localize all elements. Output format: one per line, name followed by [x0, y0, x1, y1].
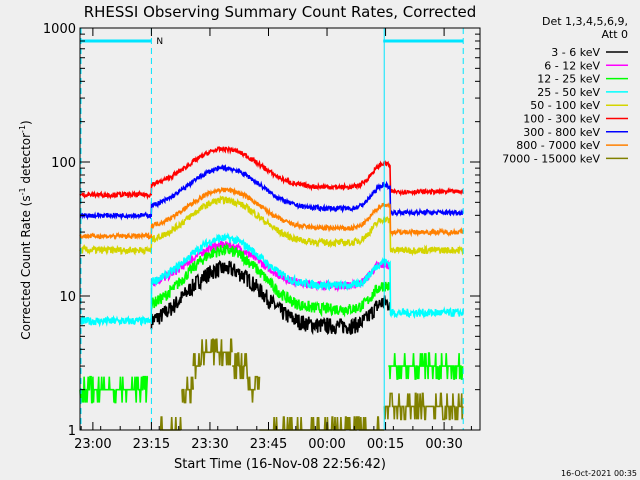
plot-frame [79, 27, 481, 431]
chart-title: RHESSI Observing Summary Count Rates, Co… [84, 3, 477, 21]
series-line-4 [79, 194, 464, 257]
x-tick-label: 23:15 [133, 437, 170, 452]
series-line-2 [150, 242, 391, 318]
legend-label: 7000 - 15000 keV [502, 152, 600, 165]
legend-label: 100 - 300 keV [523, 113, 600, 126]
y-axis-label: Corrected Count Rate (s-1 detector-1) [18, 120, 33, 339]
legend-header-line1: Det 1,3,4,5,6,9, [542, 15, 628, 28]
series-line-6 [79, 164, 464, 221]
legend-header-line2: Att 0 [602, 28, 628, 41]
night-marker-label: N [156, 37, 163, 47]
y-tick-label: 1000 [43, 22, 76, 37]
legend-label: 300 - 800 keV [523, 126, 600, 139]
series-line-9 [79, 352, 464, 404]
x-tick-label: 00:30 [425, 437, 462, 452]
night-markers: N [80, 28, 464, 430]
y-tick-label: 100 [51, 156, 76, 171]
x-tick-label: 23:30 [191, 437, 228, 452]
series-line-5 [79, 145, 464, 200]
x-axis-label: Start Time (16-Nov-08 22:56:42) [174, 457, 386, 472]
x-tick-label: 23:00 [74, 437, 111, 452]
legend-label: 6 - 12 keV [544, 59, 600, 72]
legend-label: 12 - 25 keV [537, 73, 600, 86]
series-line-3 [79, 232, 464, 328]
x-tick-label: 23:45 [250, 437, 287, 452]
legend-label: 25 - 50 keV [537, 86, 600, 99]
timestamp: 16-Oct-2021 00:35 [561, 469, 637, 478]
x-tick-label: 00:00 [308, 437, 345, 452]
series-line-7 [79, 186, 464, 241]
x-tick-label: 00:15 [367, 437, 404, 452]
series-line-0 [150, 259, 391, 336]
legend-label: 50 - 100 keV [530, 99, 600, 112]
y-tick-label: 1 [68, 424, 76, 439]
legend-label: 3 - 6 keV [551, 46, 600, 59]
legend-label: 800 - 7000 keV [516, 139, 600, 152]
axes: 23:00 23:15 23:30 23:45 00:00 00:15 00:30 1 10 10… [43, 22, 480, 452]
y-tick-label: 10 [59, 290, 76, 305]
series-line-1 [150, 239, 391, 293]
